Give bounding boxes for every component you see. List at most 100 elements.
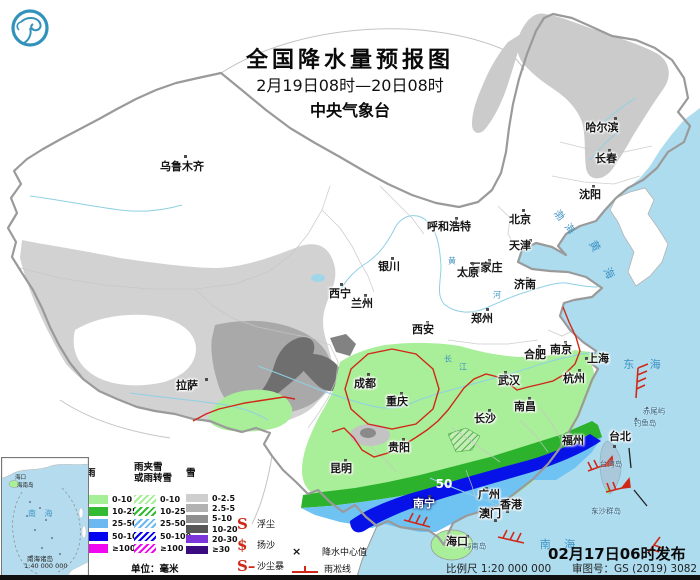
legend-row: 10-25 <box>86 505 143 517</box>
legend-swatch <box>134 519 156 529</box>
dust-symbol-icon: S <box>237 514 248 533</box>
legend-rain-column: 雨 0-10 10-25 25-50 50-100 ≥100 <box>86 468 143 555</box>
legend-swatch <box>134 544 156 554</box>
legend-swatch <box>86 507 108 517</box>
bottom-bar <box>0 575 700 580</box>
legend-swatch <box>186 535 208 544</box>
snow-areas <box>20 13 669 429</box>
inset-scale-label: 1:40 000 000 <box>24 562 68 570</box>
legend-symbol-row: S 浮尘 <box>237 513 284 534</box>
legend-sleet-header: 雨夹雪 或雨转雪 <box>134 462 173 484</box>
legend-range-label: 5-10 <box>212 514 233 524</box>
legend-row: ≥30 <box>186 544 238 554</box>
legend-row: 10-25 <box>134 505 191 517</box>
china-national-border <box>6 12 692 547</box>
legend-swatch <box>186 545 208 554</box>
legend-row: 0-10 <box>86 493 143 505</box>
legend-row: 10-20 <box>186 524 238 534</box>
legend-row: 0-2.5 <box>186 493 238 503</box>
legend-snow-column: 雪 0-2.5 2.5-5 5-10 10-20 20-30 ≥30 <box>186 468 238 555</box>
precip-center-icon: × <box>292 545 302 558</box>
legend-sleet-column: 雨夹雪 或雨转雪 0-10 10-25 25-50 50-100 ≥100 <box>134 462 191 555</box>
freezing-rain-line-icon <box>292 565 318 573</box>
legend-range-label: 0-10 <box>160 494 181 504</box>
legend-unit-label: 单位：毫米 <box>131 564 179 575</box>
vietnam-coast <box>355 525 378 580</box>
legend-range-label: 10-20 <box>212 524 238 534</box>
legend-swatch <box>86 544 108 554</box>
legend-swatch <box>134 494 156 504</box>
legend-range-label: 10-25 <box>160 507 186 517</box>
legend-swatch <box>134 531 156 541</box>
legend-mark-symbols: × 降水中心值雨凇线 <box>292 543 367 577</box>
symbol-label: 扬沙 <box>257 541 276 551</box>
legend-row: 25-50 <box>134 518 191 530</box>
legend-swatch <box>186 494 208 503</box>
legend-symbol-row: S– 沙尘暴 <box>237 555 284 576</box>
forecast-period: 2月19日08时—20日08时 <box>256 76 444 95</box>
legend-range-label: 20-30 <box>212 534 238 544</box>
legend-swatch <box>86 519 108 529</box>
legend-row: ≥100 <box>86 543 143 555</box>
legend-swatch <box>186 514 208 523</box>
island-dots <box>593 406 649 514</box>
inset-island-dots <box>26 501 61 557</box>
issue-time: 02月17日06时发布 <box>548 545 686 563</box>
qinghai-lake <box>311 274 325 282</box>
dust-symbol-icon: $ <box>237 535 248 554</box>
legend-row: 20-30 <box>186 534 238 544</box>
legend-swatch <box>186 525 208 534</box>
legend-range-label: ≥100 <box>160 544 184 554</box>
legend-range-label: 25-50 <box>112 519 138 529</box>
legend-range-label: 50-100 <box>112 531 144 541</box>
legend-range-label: 50-100 <box>160 531 192 541</box>
legend-row: 50-100 <box>86 530 143 542</box>
map-scale: 比例尺 1:20 000 000 <box>446 563 552 575</box>
legend-rain-header: 雨 <box>86 468 96 479</box>
mark-label: 降水中心值 <box>322 548 368 558</box>
legend-range-label: 0-10 <box>112 494 133 504</box>
legend-range-label: ≥30 <box>212 545 230 555</box>
legend-row: 2.5-5 <box>186 503 238 513</box>
agency-name: 中央气象台 <box>309 101 390 120</box>
legend-range-label: ≥100 <box>112 544 136 554</box>
inset-map <box>2 458 88 575</box>
legend-snow-header: 雪 <box>186 468 196 479</box>
legend-swatch <box>186 504 208 513</box>
legend-swatch <box>86 494 108 504</box>
korea-peninsula <box>609 187 669 287</box>
inset-hainan-label: 海南岛 <box>17 483 34 489</box>
legend-range-label: 2.5-5 <box>212 503 236 513</box>
legend-row: 5-10 <box>186 514 238 524</box>
symbol-label: 浮尘 <box>257 520 276 530</box>
inset-haikou-label: 海口 <box>15 475 27 481</box>
dust-symbol-icon: S– <box>237 556 256 575</box>
wind-barbs-red <box>403 363 663 554</box>
legend-dust-symbols: S 浮尘 $ 扬沙 S– 沙尘暴 <box>237 513 284 576</box>
legend-swatch <box>86 531 108 541</box>
hainan-island <box>430 529 474 561</box>
legend-row: 50-100 <box>134 530 191 542</box>
legend-row: ≥100 <box>134 543 191 555</box>
legend-row: 0-10 <box>134 493 191 505</box>
cma-logo-icon <box>11 9 49 47</box>
legend-mark-row: 雨凇线 <box>292 560 367 577</box>
wind-barbs-black <box>628 447 648 507</box>
inset-archipelago-label: 南海诸岛 <box>27 555 53 563</box>
legend-mark-row: × 降水中心值 <box>292 543 367 560</box>
legend-range-label: 25-50 <box>160 519 186 529</box>
symbol-label: 沙尘暴 <box>257 562 285 572</box>
inset-sea-label: 南 海 <box>28 509 56 518</box>
mark-label: 雨凇线 <box>324 565 352 575</box>
freezing-rain-line <box>192 307 581 458</box>
south-china-sea-inset: 海口 海南岛 南 海 南海诸岛 1:40 000 000 <box>1 457 89 576</box>
legend-swatch <box>134 507 156 517</box>
legend-symbol-row: $ 扬沙 <box>237 534 284 555</box>
page-title: 全国降水量预报图 <box>245 48 454 73</box>
legend-row: 25-50 <box>86 518 143 530</box>
legend-range-label: 0-2.5 <box>212 493 236 503</box>
taiwan-island <box>599 440 622 495</box>
legend-range-label: 10-25 <box>112 507 138 517</box>
